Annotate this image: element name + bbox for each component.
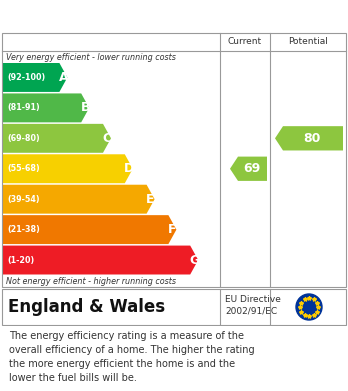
Polygon shape — [275, 126, 343, 151]
Text: G: G — [189, 253, 199, 267]
Polygon shape — [2, 215, 176, 244]
Text: Energy Efficiency Rating: Energy Efficiency Rating — [9, 9, 211, 23]
Polygon shape — [2, 185, 155, 213]
Text: A: A — [58, 71, 68, 84]
Text: England & Wales: England & Wales — [8, 298, 165, 316]
Circle shape — [296, 294, 322, 320]
Text: E: E — [147, 193, 155, 206]
Text: D: D — [124, 162, 134, 175]
Text: Not energy efficient - higher running costs: Not energy efficient - higher running co… — [6, 277, 176, 286]
Text: Current: Current — [228, 38, 262, 47]
Polygon shape — [2, 246, 198, 274]
Text: Potential: Potential — [288, 38, 328, 47]
Text: 69: 69 — [243, 162, 260, 175]
Text: F: F — [168, 223, 177, 236]
Text: (21-38): (21-38) — [7, 225, 40, 234]
Text: (1-20): (1-20) — [7, 256, 34, 265]
Text: EU Directive
2002/91/EC: EU Directive 2002/91/EC — [225, 294, 281, 316]
Text: (69-80): (69-80) — [7, 134, 40, 143]
Text: (39-54): (39-54) — [7, 195, 40, 204]
Text: (81-91): (81-91) — [7, 103, 40, 112]
Text: (92-100): (92-100) — [7, 73, 45, 82]
Text: C: C — [102, 132, 112, 145]
Polygon shape — [2, 63, 68, 92]
Text: B: B — [80, 101, 90, 115]
Text: Very energy efficient - lower running costs: Very energy efficient - lower running co… — [6, 53, 176, 62]
Text: The energy efficiency rating is a measure of the
overall efficiency of a home. T: The energy efficiency rating is a measur… — [9, 331, 254, 383]
Polygon shape — [2, 154, 133, 183]
Text: 80: 80 — [303, 132, 321, 145]
Polygon shape — [230, 157, 267, 181]
Text: (55-68): (55-68) — [7, 164, 40, 173]
Polygon shape — [2, 93, 89, 122]
Polygon shape — [2, 124, 111, 153]
